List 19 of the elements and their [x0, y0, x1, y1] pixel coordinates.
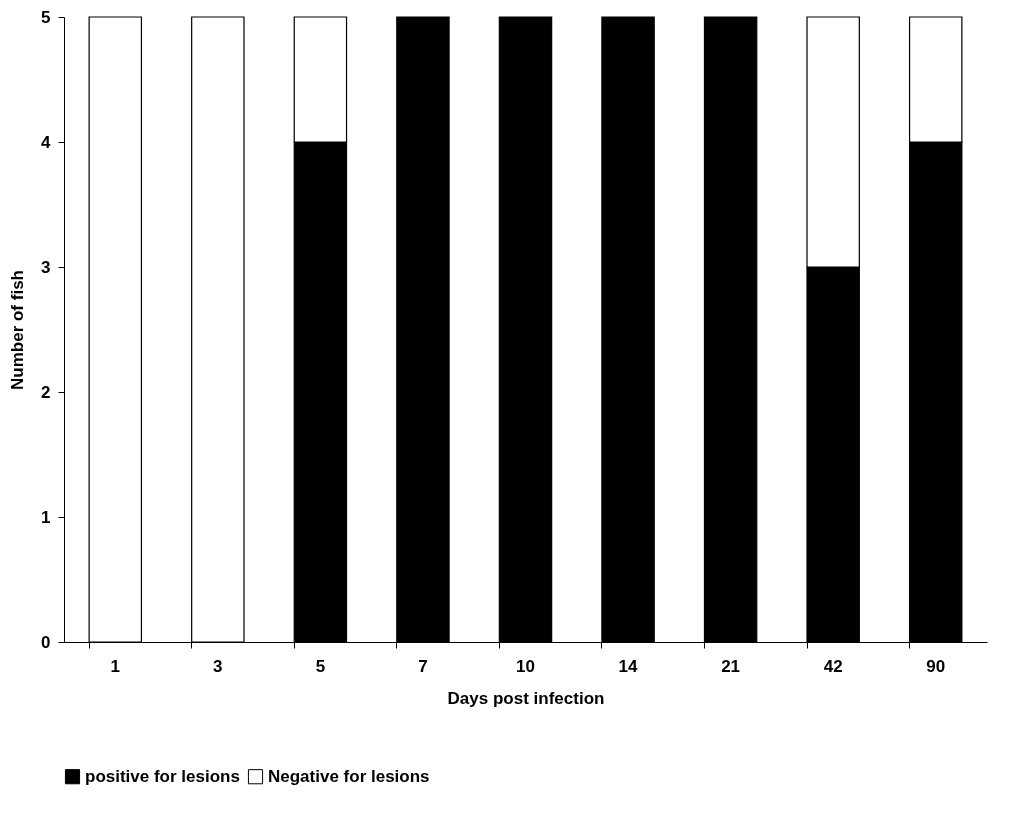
x-axis-title: Days post infection — [447, 688, 605, 708]
y-tick-label: 4 — [41, 132, 52, 152]
x-tick-label: 3 — [213, 656, 223, 676]
x-tick-label: 42 — [823, 656, 843, 676]
y-tick-label: 0 — [41, 632, 51, 652]
x-tick-label: 7 — [418, 656, 428, 676]
y-axis-title: Number of fish — [8, 270, 28, 390]
y-tick-label: 2 — [41, 382, 51, 402]
legend-label: Negative for lesions — [268, 766, 430, 786]
x-tick-label: 90 — [926, 656, 946, 676]
y-tick-label: 1 — [41, 507, 51, 527]
x-tick-label: 14 — [618, 656, 639, 676]
legend-label: positive for lesions — [85, 766, 240, 786]
y-tick-label: 5 — [41, 7, 51, 27]
x-tick-label: 5 — [315, 656, 326, 676]
y-tick-label: 3 — [41, 257, 51, 277]
x-tick-label: 21 — [721, 656, 741, 676]
x-tick-label: 10 — [516, 656, 535, 676]
x-tick-label: 1 — [110, 656, 121, 676]
